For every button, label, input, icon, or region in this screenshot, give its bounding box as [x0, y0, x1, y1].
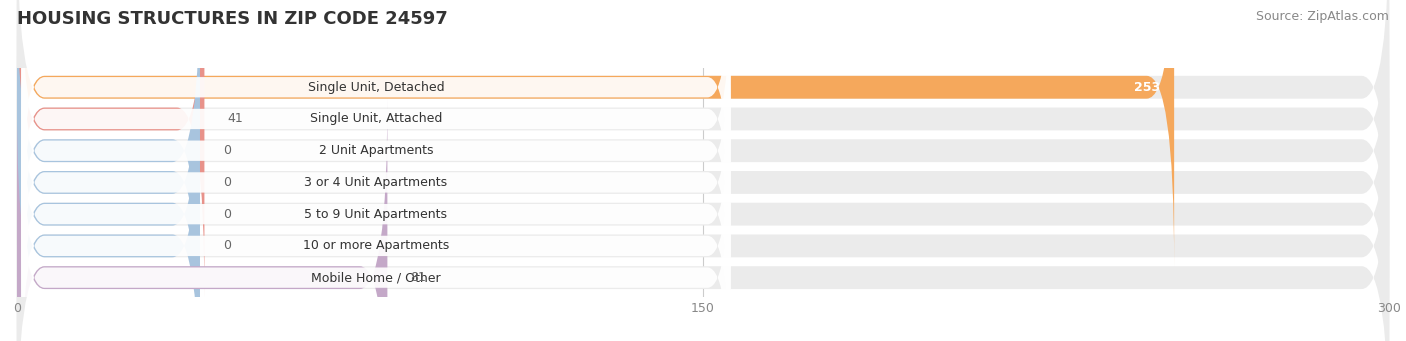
- FancyBboxPatch shape: [17, 99, 388, 341]
- FancyBboxPatch shape: [17, 0, 1389, 330]
- FancyBboxPatch shape: [17, 0, 1389, 298]
- Text: 3 or 4 Unit Apartments: 3 or 4 Unit Apartments: [304, 176, 447, 189]
- Text: 5 to 9 Unit Apartments: 5 to 9 Unit Apartments: [305, 208, 447, 221]
- Text: 2 Unit Apartments: 2 Unit Apartments: [319, 144, 433, 157]
- Text: 0: 0: [222, 176, 231, 189]
- Text: 0: 0: [222, 144, 231, 157]
- FancyBboxPatch shape: [17, 3, 1389, 341]
- FancyBboxPatch shape: [17, 67, 1389, 341]
- FancyBboxPatch shape: [21, 0, 731, 236]
- Text: HOUSING STRUCTURES IN ZIP CODE 24597: HOUSING STRUCTURES IN ZIP CODE 24597: [17, 10, 447, 28]
- FancyBboxPatch shape: [21, 66, 731, 341]
- FancyBboxPatch shape: [21, 2, 731, 299]
- FancyBboxPatch shape: [17, 0, 204, 298]
- FancyBboxPatch shape: [21, 98, 731, 341]
- Text: 41: 41: [228, 113, 243, 125]
- Text: 81: 81: [411, 271, 426, 284]
- FancyBboxPatch shape: [17, 0, 1174, 266]
- FancyBboxPatch shape: [17, 3, 200, 341]
- Text: Mobile Home / Other: Mobile Home / Other: [311, 271, 440, 284]
- FancyBboxPatch shape: [21, 34, 731, 331]
- Text: 10 or more Apartments: 10 or more Apartments: [302, 239, 449, 252]
- Text: Source: ZipAtlas.com: Source: ZipAtlas.com: [1256, 10, 1389, 23]
- FancyBboxPatch shape: [21, 129, 731, 341]
- Text: 0: 0: [222, 208, 231, 221]
- FancyBboxPatch shape: [17, 0, 1389, 266]
- Text: Single Unit, Detached: Single Unit, Detached: [308, 81, 444, 94]
- Text: 253: 253: [1135, 81, 1160, 94]
- FancyBboxPatch shape: [17, 0, 200, 330]
- FancyBboxPatch shape: [17, 99, 1389, 341]
- FancyBboxPatch shape: [17, 35, 200, 341]
- Text: Single Unit, Attached: Single Unit, Attached: [309, 113, 441, 125]
- FancyBboxPatch shape: [17, 67, 200, 341]
- Text: 0: 0: [222, 239, 231, 252]
- FancyBboxPatch shape: [17, 35, 1389, 341]
- FancyBboxPatch shape: [21, 0, 731, 267]
